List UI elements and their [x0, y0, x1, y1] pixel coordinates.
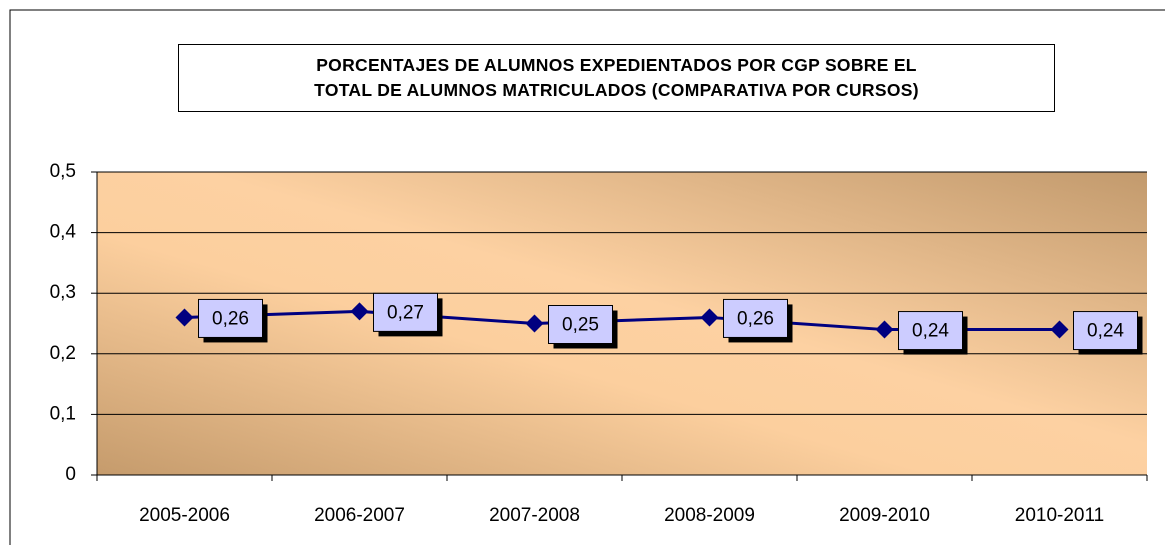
- y-tick-label: 0: [65, 464, 76, 485]
- data-point: [350, 302, 369, 321]
- y-tick-label: 0,3: [50, 282, 76, 303]
- label-box: [723, 298, 788, 338]
- x-tick-label: 2009-2010: [839, 505, 930, 526]
- y-tick-label: 0,5: [50, 161, 76, 182]
- x-tick-label: 2007-2008: [489, 505, 580, 526]
- y-tick-label: 0,1: [50, 403, 76, 424]
- chart-title: PORCENTAJES DE ALUMNOS EXPEDIENTADOS POR…: [178, 44, 1055, 112]
- label-box: [1073, 311, 1138, 351]
- data-point: [525, 314, 544, 333]
- plot-area: [97, 172, 1147, 475]
- data-label: 0,25: [562, 315, 599, 336]
- data-point: [1050, 320, 1069, 339]
- x-tick-label: 2010-2011: [1015, 505, 1104, 526]
- x-tick-label: 2006-2007: [314, 505, 405, 526]
- data-label: 0,24: [912, 321, 949, 342]
- x-tick-label: 2005-2006: [139, 505, 230, 526]
- data-point: [875, 320, 894, 339]
- label-box: [373, 292, 438, 332]
- y-tick-label: 0,2: [50, 343, 76, 364]
- data-point: [700, 308, 719, 327]
- x-tick-label: 2008-2009: [664, 505, 755, 526]
- label-box: [898, 311, 963, 351]
- y-tick-label: 0,4: [50, 222, 77, 243]
- label-box: [198, 298, 263, 338]
- chart-frame: [9, 9, 1165, 545]
- data-label: 0,26: [737, 308, 774, 329]
- data-label: 0,27: [387, 302, 424, 323]
- label-box: [548, 305, 613, 344]
- data-label: 0,24: [1087, 321, 1124, 342]
- data-point: [175, 308, 194, 327]
- data-label: 0,26: [212, 308, 249, 329]
